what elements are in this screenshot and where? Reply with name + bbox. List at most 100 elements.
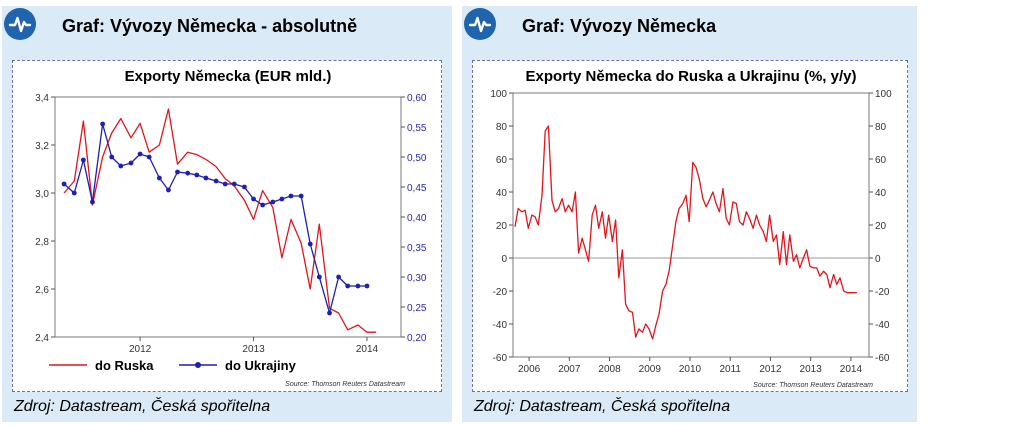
y-left-tick-label: -40 xyxy=(493,320,508,331)
series-point xyxy=(270,199,276,205)
series-point xyxy=(327,310,332,316)
series-point xyxy=(156,175,162,181)
y-left-tick-label: 2,4 xyxy=(35,333,49,344)
chart-container: Exporty Německa (EUR mld.) 2,4 2,6 2,8 3,0 3,… xyxy=(12,60,442,392)
y-left-tick-label: 60 xyxy=(496,155,508,166)
series-point xyxy=(251,196,256,202)
panel-title: Graf: Vývozy Německa xyxy=(522,16,717,36)
series-point xyxy=(61,181,67,187)
series-point xyxy=(175,169,180,175)
series-point xyxy=(137,151,143,157)
y-left-tick-label: 80 xyxy=(496,122,508,133)
x-tick-label: 2007 xyxy=(558,364,581,375)
y-right-tick-label: -20 xyxy=(875,287,890,298)
series-point xyxy=(166,187,171,193)
series-point xyxy=(298,193,304,199)
series-point xyxy=(203,175,209,181)
legend-label: do Ruska xyxy=(95,358,154,373)
source-line: Zdroj: Datastream, Česká spořitelna xyxy=(474,398,731,415)
x-tick-label: 2014 xyxy=(840,364,863,375)
panel-left: Graf: Vývozy Německa - absolutně Exporty… xyxy=(2,6,452,422)
chart-right: Exporty Německa do Ruska a Ukrajinu (%, … xyxy=(490,68,892,389)
x-tick-label: 2013 xyxy=(242,344,265,355)
y-right-tick-label: -40 xyxy=(875,320,890,331)
series-point xyxy=(231,181,237,187)
y-right-tick-label: 0,60 xyxy=(407,93,427,104)
x-tick-label: 2012 xyxy=(759,364,782,375)
legend-marker xyxy=(195,362,201,368)
y-right-tick-label: 0,20 xyxy=(407,333,427,344)
series-point xyxy=(260,202,265,208)
y-left-tick-label: 3,2 xyxy=(35,141,49,152)
chart-container: Exporty Německa do Ruska a Ukrajinu (%, … xyxy=(472,60,908,392)
series-line-2 xyxy=(63,123,367,314)
y-right-tick-label: 0,30 xyxy=(407,273,427,284)
series-point xyxy=(185,170,191,176)
y-right-tick-label: 0,35 xyxy=(407,243,427,254)
series-point xyxy=(307,241,313,247)
y-left-tick-label: 3,0 xyxy=(35,189,49,200)
pulse-chart-icon xyxy=(4,8,36,40)
y-left-tick-label: 2,6 xyxy=(35,285,49,296)
series-point xyxy=(355,283,361,289)
legend-label: do Ukrajiny xyxy=(225,358,297,373)
series-point xyxy=(288,193,294,199)
series-point xyxy=(242,184,247,190)
y-right-tick-label: 60 xyxy=(875,155,887,166)
series-line-1 xyxy=(514,125,857,340)
y-left-tick-label: -60 xyxy=(493,353,508,364)
x-tick-label: 2006 xyxy=(518,364,541,375)
y-right-tick-label: 0,45 xyxy=(407,183,427,194)
y-right-tick-label: 100 xyxy=(875,89,892,100)
y-right-tick-label: 80 xyxy=(875,122,887,133)
y-left-tick-label: 0 xyxy=(501,254,507,265)
source-line: Zdroj: Datastream, Česká spořitelna xyxy=(14,398,271,415)
y-left-tick-label: 100 xyxy=(490,89,507,100)
x-tick-label: 2009 xyxy=(639,364,662,375)
y-right-tick-label: 0 xyxy=(875,254,881,265)
y-right-tick-label: 0,50 xyxy=(407,153,427,164)
y-left-tick-label: 20 xyxy=(496,221,508,232)
y-right-tick-label: 0,25 xyxy=(407,303,427,314)
x-tick-label: 2010 xyxy=(679,364,702,375)
series-point xyxy=(222,181,228,187)
y-right-tick-label: 0,55 xyxy=(407,123,427,134)
y-left-tick-label: -20 xyxy=(493,287,508,298)
series-point xyxy=(100,121,106,127)
series-point xyxy=(80,157,86,163)
series-point xyxy=(146,154,152,160)
series-point xyxy=(109,154,115,160)
series-point xyxy=(336,274,342,280)
series-point xyxy=(316,274,322,280)
series-point xyxy=(364,283,370,289)
chart-source-note: Source: Thomson Reuters Datastream xyxy=(285,381,405,388)
series-point xyxy=(194,172,200,178)
x-tick-label: 2011 xyxy=(719,364,741,375)
series-point xyxy=(90,199,95,205)
chart-title: Exporty Německa do Ruska a Ukrajinu (%, … xyxy=(526,68,857,85)
y-right-tick-label: 40 xyxy=(875,188,887,199)
series-line-1 xyxy=(63,108,376,333)
panel-right: Graf: Vývozy Německa Exporty Německa do … xyxy=(462,6,917,422)
x-tick-label: 2014 xyxy=(356,344,379,355)
series-point xyxy=(345,283,351,289)
plot-frame xyxy=(512,92,870,358)
chart-source-note: Source: Thomson Reuters Datastream xyxy=(753,382,873,389)
series-point xyxy=(213,178,219,184)
series-point xyxy=(71,190,77,196)
x-tick-label: 2013 xyxy=(800,364,823,375)
chart-left: Exporty Německa (EUR mld.) 2,4 2,6 2,8 3,0 3,… xyxy=(35,68,427,388)
y-left-tick-label: 2,8 xyxy=(35,237,49,248)
x-tick-label: 2008 xyxy=(598,364,621,375)
chart-title: Exporty Německa (EUR mld.) xyxy=(125,68,332,85)
plot-frame xyxy=(54,96,402,338)
pulse-chart-icon xyxy=(464,8,496,40)
series-point xyxy=(128,160,134,166)
series-point xyxy=(279,196,285,202)
y-left-tick-label: 3,4 xyxy=(35,93,49,104)
panel-title: Graf: Vývozy Německa - absolutně xyxy=(62,16,358,36)
y-right-tick-label: -60 xyxy=(875,353,890,364)
series-point xyxy=(118,163,124,169)
y-left-tick-label: 40 xyxy=(496,188,508,199)
x-tick-label: 2012 xyxy=(129,344,152,355)
